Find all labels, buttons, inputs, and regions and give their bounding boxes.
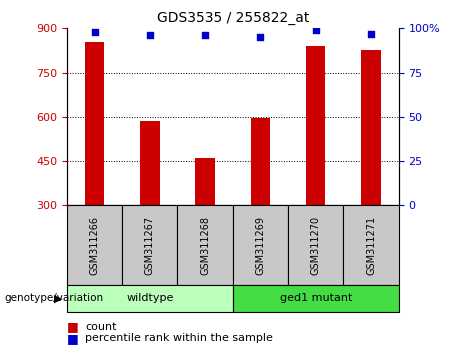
- Bar: [195, 158, 215, 205]
- Text: GSM311271: GSM311271: [366, 216, 376, 275]
- Text: ▶: ▶: [54, 293, 62, 303]
- Bar: [251, 118, 270, 205]
- Bar: [361, 51, 381, 205]
- Bar: [122, 205, 177, 285]
- Text: ged1 mutant: ged1 mutant: [280, 293, 352, 303]
- Text: GSM311268: GSM311268: [200, 216, 210, 275]
- Text: ■: ■: [67, 320, 78, 333]
- Bar: [343, 205, 399, 285]
- Bar: [67, 205, 122, 285]
- Text: GSM311267: GSM311267: [145, 216, 155, 275]
- Point: [91, 29, 98, 35]
- Bar: [233, 285, 399, 312]
- Point: [201, 33, 209, 38]
- Text: genotype/variation: genotype/variation: [5, 293, 104, 303]
- Text: GSM311270: GSM311270: [311, 216, 321, 275]
- Text: wildtype: wildtype: [126, 293, 173, 303]
- Point: [312, 27, 319, 33]
- Bar: [306, 46, 325, 205]
- Bar: [140, 121, 160, 205]
- Text: GSM311269: GSM311269: [255, 216, 266, 275]
- Text: GSM311266: GSM311266: [89, 216, 100, 275]
- Bar: [233, 205, 288, 285]
- Text: ■: ■: [67, 332, 78, 344]
- Bar: [85, 42, 104, 205]
- Bar: [288, 205, 343, 285]
- Text: percentile rank within the sample: percentile rank within the sample: [85, 333, 273, 343]
- Point: [367, 31, 375, 36]
- Bar: [67, 285, 233, 312]
- Bar: [177, 205, 233, 285]
- Point: [257, 34, 264, 40]
- Point: [146, 33, 154, 38]
- Text: count: count: [85, 322, 117, 332]
- Title: GDS3535 / 255822_at: GDS3535 / 255822_at: [157, 11, 309, 24]
